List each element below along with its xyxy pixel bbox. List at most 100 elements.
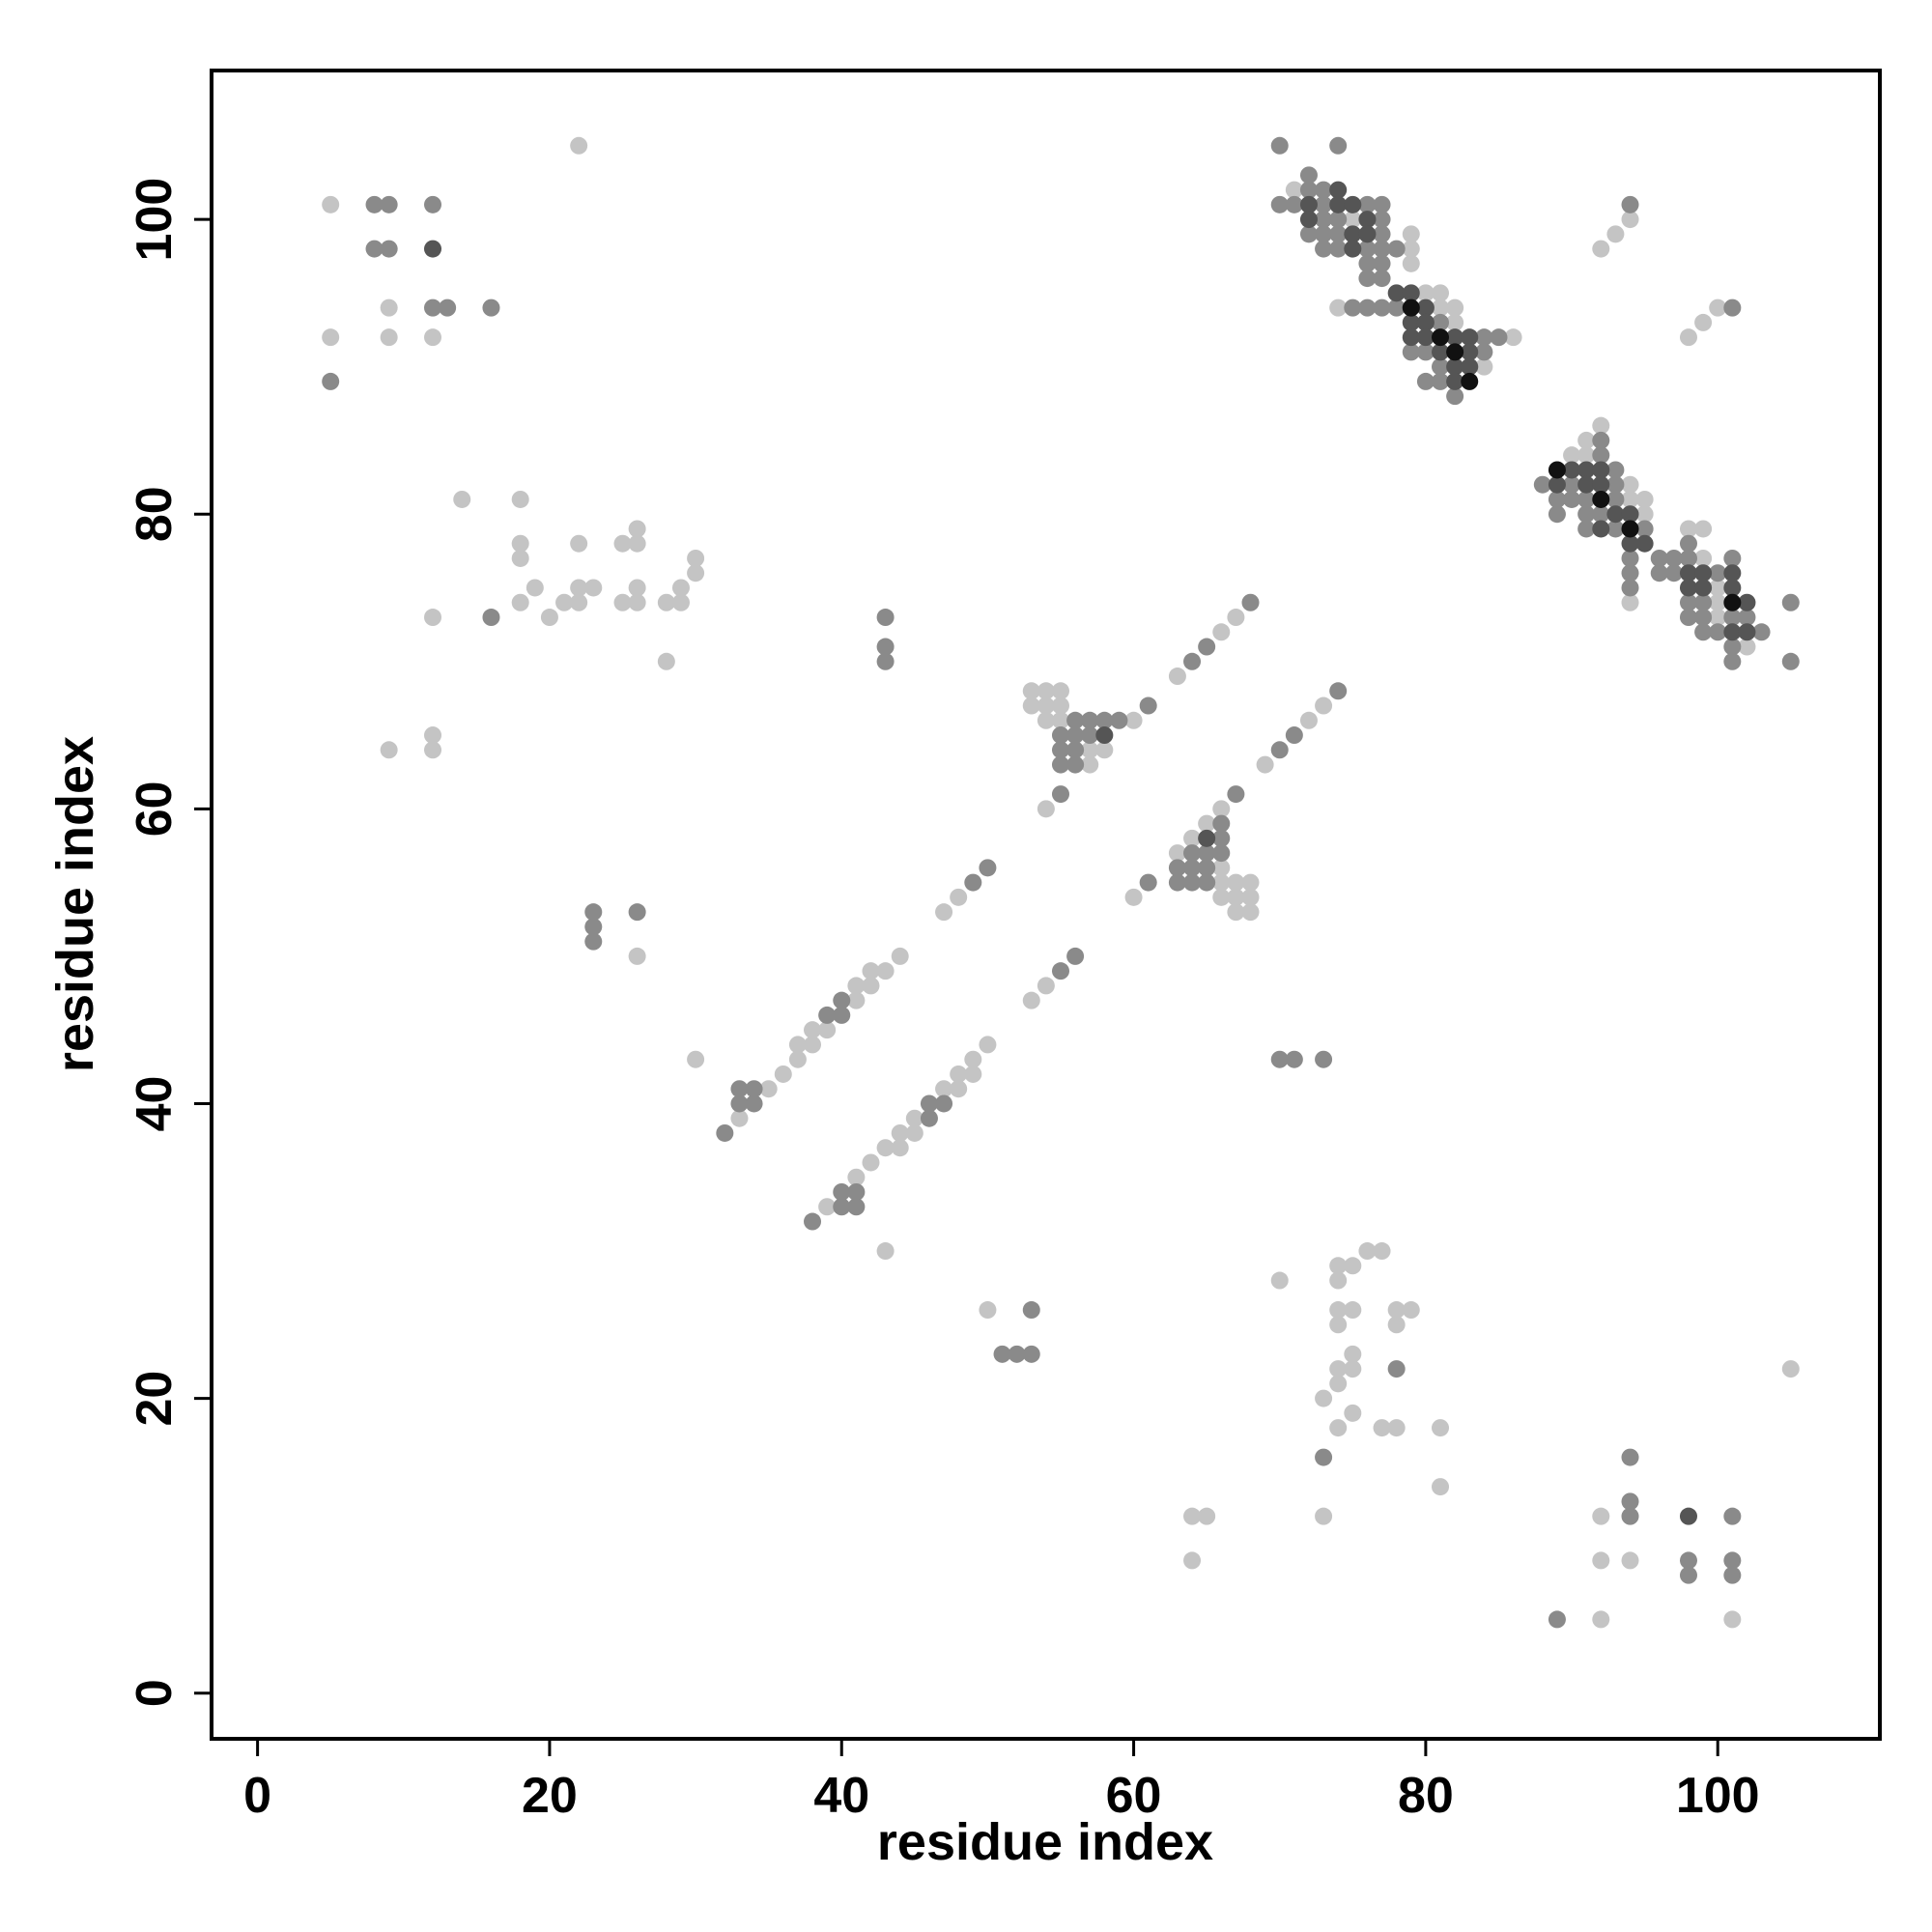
contact-point bbox=[1606, 475, 1625, 494]
contact-point bbox=[1037, 711, 1055, 729]
contact-point bbox=[847, 1182, 866, 1201]
contact-point bbox=[1358, 240, 1377, 258]
contact-point bbox=[1592, 431, 1610, 449]
contact-point bbox=[818, 1021, 837, 1039]
contact-point bbox=[1344, 1257, 1362, 1275]
contact-point bbox=[1416, 298, 1435, 317]
contact-point bbox=[380, 741, 398, 759]
contact-point bbox=[424, 609, 442, 627]
contact-point bbox=[1723, 609, 1742, 627]
contact-point bbox=[1709, 593, 1727, 611]
contact-point bbox=[1738, 593, 1756, 611]
contact-point bbox=[833, 1006, 851, 1024]
contact-point bbox=[555, 593, 574, 611]
contact-point bbox=[1168, 873, 1186, 892]
contact-point bbox=[1432, 357, 1450, 376]
contact-point bbox=[1416, 313, 1435, 331]
contact-point bbox=[1198, 859, 1216, 877]
contact-point bbox=[1548, 461, 1566, 479]
contact-point bbox=[1066, 755, 1085, 774]
contact-point bbox=[1124, 888, 1143, 906]
contact-point bbox=[1694, 549, 1713, 567]
contact-point bbox=[584, 579, 603, 597]
contact-point bbox=[1475, 343, 1493, 361]
contact-point bbox=[365, 240, 384, 258]
contact-point bbox=[1022, 991, 1040, 1009]
contact-point bbox=[1402, 1301, 1420, 1320]
contact-point bbox=[1723, 593, 1742, 611]
contact-point bbox=[1606, 490, 1625, 508]
contact-point bbox=[1402, 284, 1420, 302]
contact-point bbox=[1679, 609, 1697, 627]
contact-point bbox=[847, 991, 866, 1009]
contact-point bbox=[847, 1168, 866, 1186]
contact-point bbox=[1592, 240, 1610, 258]
contact-point bbox=[1402, 254, 1420, 272]
contact-point bbox=[1694, 609, 1713, 627]
contact-point bbox=[1051, 962, 1069, 980]
contact-point bbox=[1110, 711, 1128, 729]
contact-point bbox=[439, 298, 457, 317]
y-axis-title: residue index bbox=[46, 736, 104, 1072]
contact-point bbox=[380, 195, 398, 213]
contact-point bbox=[1387, 284, 1406, 302]
contact-point bbox=[950, 1065, 968, 1083]
contact-point bbox=[1723, 579, 1742, 597]
contact-point bbox=[1241, 873, 1260, 892]
contact-point bbox=[1183, 1551, 1202, 1570]
contact-point bbox=[570, 579, 588, 597]
contact-point bbox=[1402, 328, 1420, 347]
contact-point bbox=[687, 549, 705, 567]
contact-point bbox=[1664, 549, 1683, 567]
contact-point bbox=[1183, 652, 1202, 670]
contact-point bbox=[1299, 166, 1318, 185]
contact-point bbox=[1168, 859, 1186, 877]
contact-point bbox=[1081, 711, 1099, 729]
contact-point bbox=[833, 1198, 851, 1216]
contact-point bbox=[1621, 579, 1639, 597]
contact-point bbox=[1679, 534, 1697, 553]
contact-point bbox=[1402, 225, 1420, 243]
contact-point bbox=[1475, 357, 1493, 376]
contact-point bbox=[993, 1345, 1011, 1363]
contact-point bbox=[1315, 1389, 1333, 1407]
contact-point bbox=[1606, 520, 1625, 538]
y-tick-label: 100 bbox=[127, 178, 183, 262]
contact-point bbox=[804, 1021, 822, 1039]
contact-point bbox=[1577, 431, 1596, 449]
contact-point bbox=[1563, 475, 1581, 494]
x-axis-title: residue index bbox=[877, 1813, 1213, 1871]
contact-point bbox=[1461, 343, 1479, 361]
contact-point bbox=[1533, 475, 1551, 494]
contact-point bbox=[1198, 638, 1216, 656]
contact-point bbox=[482, 609, 500, 627]
contact-point bbox=[628, 534, 646, 553]
contact-point bbox=[979, 1036, 997, 1054]
contact-point bbox=[1358, 1242, 1377, 1261]
contact-point bbox=[935, 1094, 953, 1113]
contact-point bbox=[1635, 534, 1654, 553]
contact-point bbox=[1227, 785, 1245, 804]
contact-point bbox=[1095, 711, 1114, 729]
contact-point bbox=[1723, 652, 1742, 670]
contact-point bbox=[804, 1212, 822, 1231]
contact-point bbox=[1402, 343, 1420, 361]
contact-point bbox=[788, 1036, 807, 1054]
contact-point bbox=[1299, 181, 1318, 199]
contact-point bbox=[1461, 372, 1479, 390]
contact-point bbox=[1358, 225, 1377, 243]
contact-point bbox=[1621, 1507, 1639, 1525]
contact-point bbox=[847, 977, 866, 995]
contact-point bbox=[1606, 461, 1625, 479]
contact-point bbox=[1563, 461, 1581, 479]
contact-point bbox=[1432, 328, 1450, 347]
contact-point bbox=[1694, 623, 1713, 641]
contact-point bbox=[1066, 711, 1085, 729]
contact-point bbox=[1592, 1610, 1610, 1629]
contact-point bbox=[1679, 520, 1697, 538]
contact-point bbox=[540, 609, 558, 627]
contact-point bbox=[1139, 873, 1157, 892]
contact-point bbox=[1373, 298, 1391, 317]
y-tick-label: 40 bbox=[127, 1076, 183, 1132]
contact-point bbox=[687, 564, 705, 582]
